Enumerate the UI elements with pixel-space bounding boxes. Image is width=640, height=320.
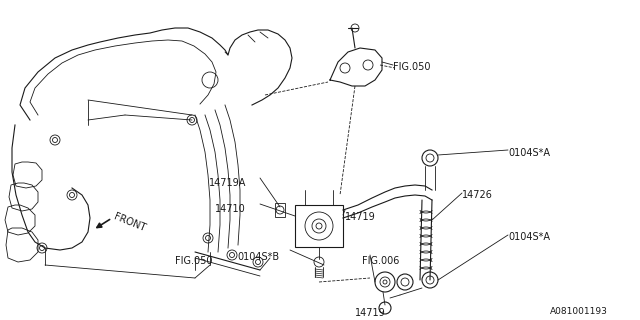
Text: 0104S*B: 0104S*B — [238, 252, 280, 262]
Text: FRONT: FRONT — [112, 211, 147, 233]
Text: FIG.006: FIG.006 — [362, 256, 399, 266]
Text: 0104S*A: 0104S*A — [508, 148, 550, 158]
Text: FIG.050: FIG.050 — [175, 256, 212, 266]
Text: 14719A: 14719A — [209, 178, 246, 188]
Text: 0104S*A: 0104S*A — [508, 232, 550, 242]
Text: 14719: 14719 — [345, 212, 376, 222]
Text: A081001193: A081001193 — [550, 307, 608, 316]
Text: FIG.050: FIG.050 — [393, 62, 431, 72]
Text: 14726: 14726 — [462, 190, 493, 200]
Text: 14710: 14710 — [215, 204, 246, 214]
Text: 14719: 14719 — [355, 308, 385, 318]
